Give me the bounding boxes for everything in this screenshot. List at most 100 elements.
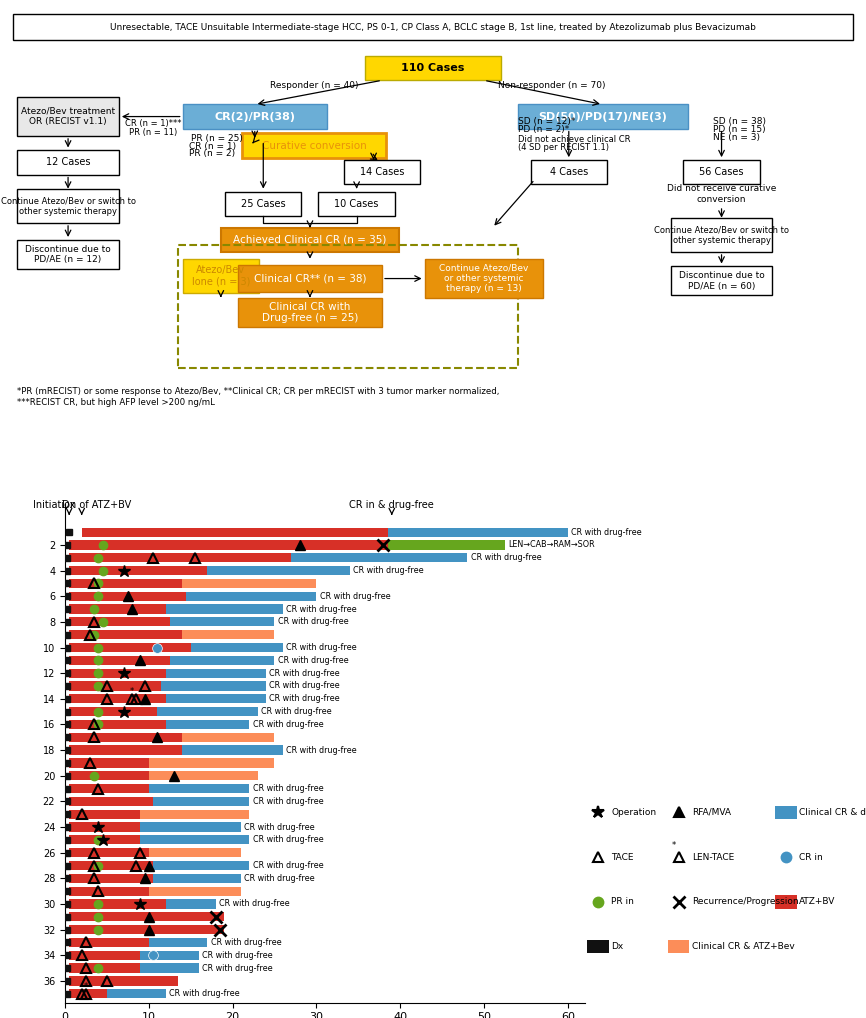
FancyBboxPatch shape <box>365 56 501 80</box>
FancyBboxPatch shape <box>242 133 386 158</box>
Bar <box>587 940 609 954</box>
Text: 10 Cases: 10 Cases <box>334 199 378 209</box>
Bar <box>140 951 199 960</box>
Text: *: * <box>672 841 676 850</box>
Bar <box>69 899 216 909</box>
Text: Clinical CR & ATZ+Bev: Clinical CR & ATZ+Bev <box>692 943 795 951</box>
Bar <box>149 758 275 768</box>
Text: Continue Atezo/Bev
or other systemic
therapy (n = 13): Continue Atezo/Bev or other systemic the… <box>439 264 528 293</box>
Text: PR (n = 11): PR (n = 11) <box>129 127 177 136</box>
Bar <box>69 553 468 562</box>
Bar <box>149 938 208 947</box>
Text: CR with drug-free: CR with drug-free <box>286 605 357 614</box>
Bar <box>69 784 249 793</box>
Bar <box>69 925 224 935</box>
Text: Did not achieve clinical CR: Did not achieve clinical CR <box>518 135 630 145</box>
FancyBboxPatch shape <box>221 228 399 252</box>
Bar <box>388 527 568 536</box>
Text: CR(2)/PR(38): CR(2)/PR(38) <box>214 112 295 121</box>
Text: PR (n = 25): PR (n = 25) <box>191 133 242 143</box>
Text: *PR (mRECIST) or some response to Atezo/Bev, **Clinical CR; CR per mRECIST with : *PR (mRECIST) or some response to Atezo/… <box>17 388 500 407</box>
Bar <box>69 758 275 768</box>
Text: Clinical CR** (n = 38): Clinical CR** (n = 38) <box>254 274 366 284</box>
Text: Clinical CR with
Drug-free (n = 25): Clinical CR with Drug-free (n = 25) <box>262 301 359 323</box>
Text: CR with drug-free: CR with drug-free <box>244 823 315 832</box>
Text: CR with drug-free: CR with drug-free <box>269 669 340 678</box>
Text: Continue Atezo/Bev or switch to
other systemic therapy: Continue Atezo/Bev or switch to other sy… <box>1 196 136 216</box>
FancyBboxPatch shape <box>17 240 119 269</box>
Bar <box>69 989 165 999</box>
Text: CR with drug-free: CR with drug-free <box>278 656 348 665</box>
Text: Atezo/Bev treatment
OR (RECIST v1.1): Atezo/Bev treatment OR (RECIST v1.1) <box>21 107 115 126</box>
Text: Initiation of ATZ+BV: Initiation of ATZ+BV <box>33 500 131 510</box>
Bar <box>149 887 241 896</box>
Text: Continue Atezo/Bev or switch to
other systemic therapy: Continue Atezo/Bev or switch to other sy… <box>654 225 789 244</box>
Text: CR with drug-free: CR with drug-free <box>244 873 315 883</box>
Bar <box>69 694 266 703</box>
Bar <box>69 605 283 614</box>
Text: PD (n = 2)*: PD (n = 2)* <box>518 125 569 134</box>
Bar <box>170 617 275 626</box>
Text: 25 Cases: 25 Cases <box>241 199 286 209</box>
FancyBboxPatch shape <box>670 267 772 295</box>
Text: Did not receive curative
conversion: Did not receive curative conversion <box>667 184 776 204</box>
Bar <box>69 656 275 665</box>
FancyBboxPatch shape <box>683 160 759 184</box>
Bar <box>69 733 275 742</box>
Text: Achieved Clinical CR (n = 35): Achieved Clinical CR (n = 35) <box>233 235 386 245</box>
Bar <box>69 887 241 896</box>
Bar <box>69 566 350 575</box>
Text: CR with drug-free: CR with drug-free <box>286 643 357 653</box>
Bar <box>161 681 266 690</box>
Text: CR with drug-free: CR with drug-free <box>219 900 290 908</box>
Text: CR with drug-free: CR with drug-free <box>269 681 340 690</box>
FancyBboxPatch shape <box>531 160 607 184</box>
Text: CR with drug-free: CR with drug-free <box>253 784 323 793</box>
Bar <box>69 848 241 857</box>
FancyBboxPatch shape <box>13 14 853 41</box>
Bar <box>153 873 241 883</box>
Text: Operation: Operation <box>611 808 656 816</box>
Text: *: * <box>83 982 87 991</box>
Text: Discontinue due to
PD/AE (n = 60): Discontinue due to PD/AE (n = 60) <box>679 271 765 291</box>
Text: Dx: Dx <box>62 500 76 510</box>
Bar <box>69 630 275 639</box>
Bar <box>165 899 216 909</box>
Text: CR with drug-free: CR with drug-free <box>572 527 642 536</box>
Text: CR with drug-free: CR with drug-free <box>269 694 340 703</box>
Text: RFA/MVA: RFA/MVA <box>692 808 731 816</box>
Text: Dx: Dx <box>611 943 624 951</box>
Text: 110 Cases: 110 Cases <box>401 63 465 73</box>
Text: Clinical CR & drug-free: Clinical CR & drug-free <box>799 808 866 816</box>
FancyBboxPatch shape <box>518 105 688 128</box>
Bar <box>69 579 316 588</box>
Text: CR in & drug-free: CR in & drug-free <box>349 500 434 510</box>
Bar <box>149 848 241 857</box>
Bar <box>69 951 199 960</box>
Bar <box>69 708 258 717</box>
Bar <box>668 940 689 954</box>
Text: Unresectable, TACE Unsuitable Intermediate-stage HCC, PS 0-1, CP Class A, BCLC s: Unresectable, TACE Unsuitable Intermedia… <box>110 22 756 32</box>
Text: CR with drug-free: CR with drug-free <box>320 591 391 601</box>
Bar <box>149 772 258 781</box>
Bar <box>140 963 199 973</box>
Text: Discontinue due to
PD/AE (n = 12): Discontinue due to PD/AE (n = 12) <box>25 244 111 264</box>
Text: CR with drug-free: CR with drug-free <box>203 964 273 972</box>
Text: CR with drug-free: CR with drug-free <box>169 989 240 999</box>
Bar <box>140 809 249 818</box>
FancyBboxPatch shape <box>183 260 259 293</box>
Text: PD (n = 15): PD (n = 15) <box>713 125 766 134</box>
Text: PR in: PR in <box>611 898 634 906</box>
Text: CR with drug-free: CR with drug-free <box>286 745 357 754</box>
Bar <box>69 835 249 845</box>
Text: CR with drug-free: CR with drug-free <box>353 566 423 575</box>
Bar <box>69 541 501 550</box>
Text: CR with drug-free: CR with drug-free <box>278 617 348 626</box>
Text: SD (n = 38): SD (n = 38) <box>713 117 766 126</box>
FancyBboxPatch shape <box>424 260 543 298</box>
Bar <box>69 681 266 690</box>
Text: 56 Cases: 56 Cases <box>700 167 744 177</box>
FancyBboxPatch shape <box>17 98 119 136</box>
Text: CR with drug-free: CR with drug-free <box>210 938 281 947</box>
Bar <box>153 797 249 806</box>
